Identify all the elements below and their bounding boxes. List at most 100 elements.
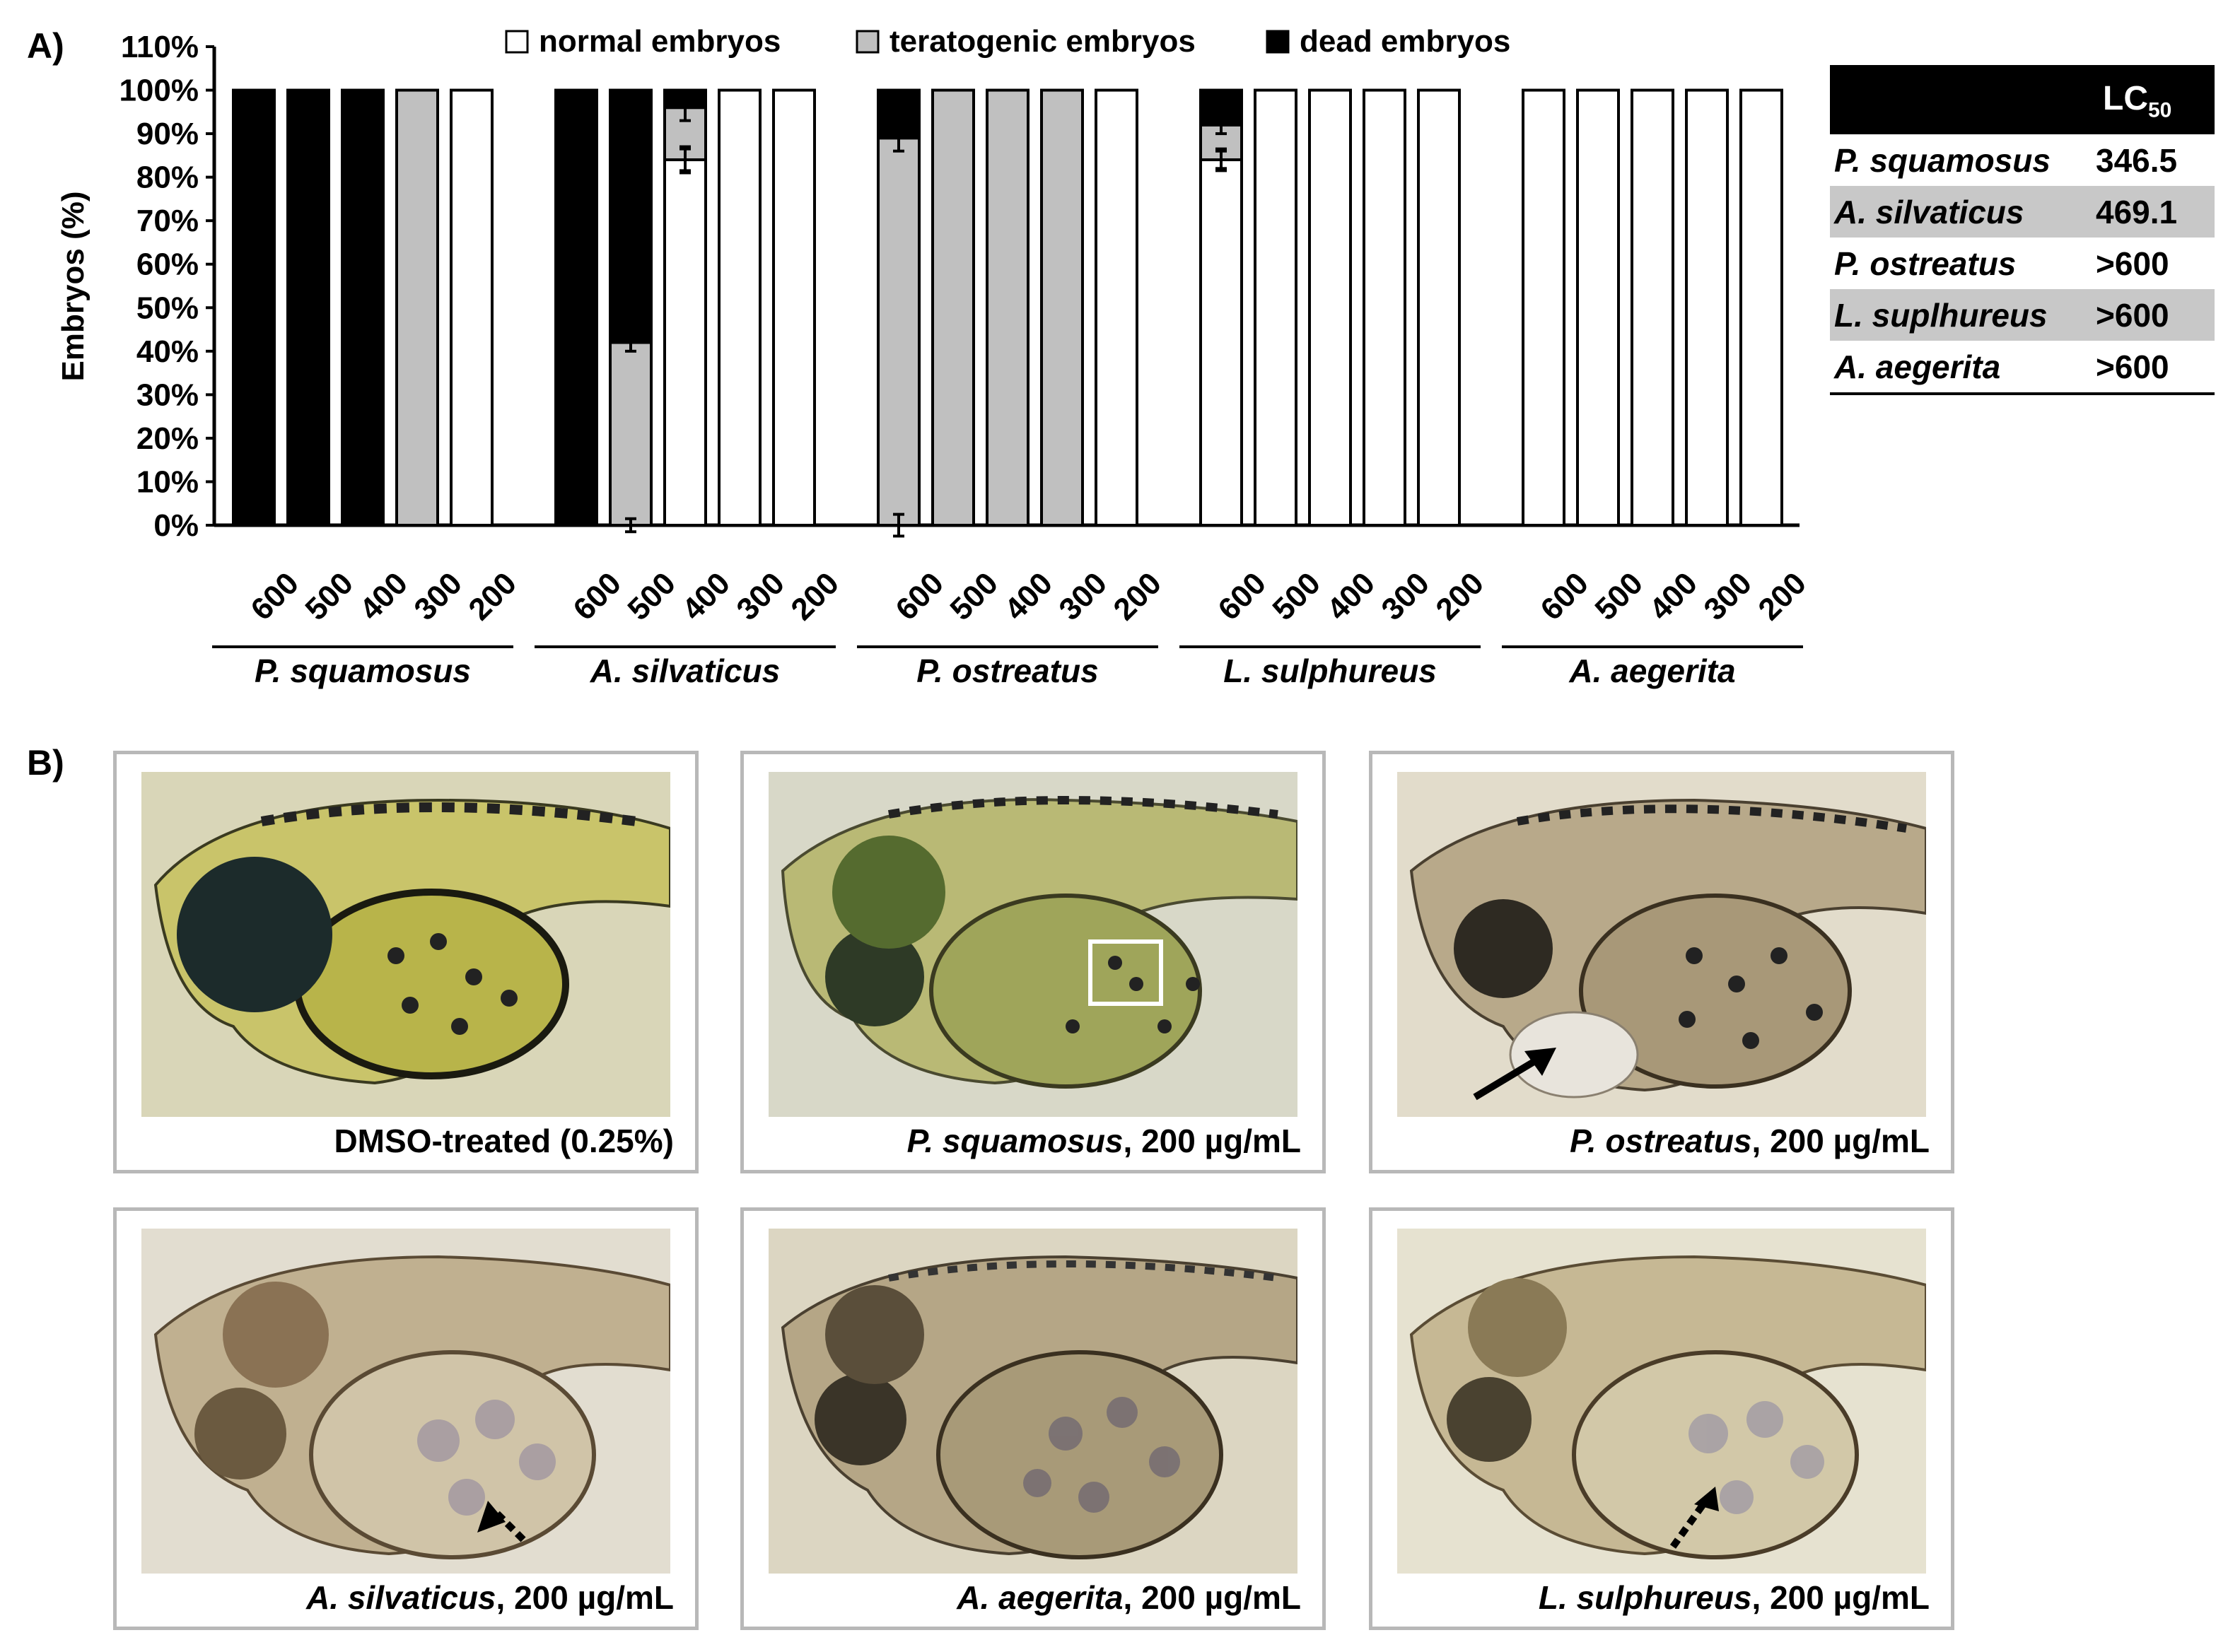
x-tick-label: 400	[1643, 566, 1704, 628]
bar-normal	[772, 88, 816, 527]
zebrafish-larva-image	[769, 772, 1297, 1117]
zebrafish-larva-image	[1397, 772, 1926, 1117]
lc50-value: >600	[2096, 245, 2169, 282]
x-tick-label: 300	[1375, 566, 1436, 628]
bar-normal	[1363, 88, 1406, 527]
zebrafish-larva-image	[769, 1229, 1297, 1574]
bar-normal	[1522, 88, 1565, 527]
bar-normal	[1308, 88, 1352, 527]
bar-teratogenic	[1040, 88, 1084, 527]
lc50-species: A. aegerita	[1834, 348, 2001, 385]
x-tick-label: 200	[784, 566, 846, 628]
panel-b-label: B)	[27, 743, 64, 783]
bar-normal	[1631, 88, 1674, 527]
bar-dead	[286, 88, 330, 527]
bar-normal	[718, 88, 762, 527]
x-tick-label: 400	[1320, 566, 1382, 628]
bar-dead	[609, 88, 653, 344]
lc50-value: 469.1	[2096, 194, 2178, 230]
y-tick-label: 80%	[136, 160, 199, 195]
x-tick-label: 400	[675, 566, 737, 628]
photo-caption: DMSO-treated (0.25%)	[334, 1123, 674, 1159]
bar-dead	[554, 88, 598, 527]
group-label: P. ostreatus	[916, 652, 1098, 689]
lc50-row: A. silvaticus 469.1	[1830, 186, 2215, 238]
y-tick-label: 30%	[136, 377, 199, 412]
lc50-row: P. squamosus 346.5	[1830, 134, 2215, 186]
lc50-header-label: LC50	[2103, 80, 2172, 122]
photo-panel-a-aegerita: A. aegerita, 200 µg/mL	[740, 1207, 1326, 1630]
bar-normal	[450, 88, 494, 527]
zebrafish-larva-image	[1397, 1229, 1926, 1574]
bar-dead	[341, 88, 385, 527]
photo-panel-p-ostreatus: P. ostreatus, 200 µg/mL	[1369, 751, 1954, 1173]
legend-swatch	[1266, 30, 1290, 54]
group-label: L. sulphureus	[1223, 652, 1437, 689]
y-tick-label: 100%	[119, 74, 199, 108]
bar-normal	[1199, 158, 1243, 527]
photo-caption: A. aegerita, 200 µg/mL	[957, 1579, 1301, 1616]
x-tick-label: 600	[1534, 566, 1595, 628]
photo-caption: P. ostreatus, 200 µg/mL	[1570, 1123, 1930, 1159]
panel-a-label: A)	[27, 26, 64, 66]
photo-panel-dmso: DMSO-treated (0.25%)	[113, 751, 699, 1173]
stacked-bar-chart: 0% 10% 20% 30% 40% 50% 60% 70% 80% 90% 100% 110% Emb…	[56, 24, 1813, 689]
legend-label: teratogenic embryos	[890, 24, 1196, 59]
x-tick-label: 500	[943, 566, 1005, 628]
x-tick-label: 500	[1588, 566, 1650, 628]
x-tick-label: 300	[1697, 566, 1759, 628]
bar-normal	[1576, 88, 1620, 527]
x-tick-label: 400	[998, 566, 1059, 628]
lc50-value: >600	[2096, 297, 2169, 334]
bar-teratogenic	[395, 88, 439, 527]
x-tick-label: 200	[1751, 566, 1813, 628]
x-tick-label: 200	[462, 566, 523, 628]
x-tick-label: 600	[1211, 566, 1273, 628]
bar-teratogenic	[931, 88, 975, 527]
y-tick-label: 90%	[136, 117, 199, 151]
photo-caption: A. silvaticus, 200 µg/mL	[306, 1579, 674, 1616]
x-tick-label: 500	[1266, 566, 1327, 628]
photo-caption: P. squamosus, 200 µg/mL	[906, 1123, 1301, 1159]
group-label: P. squamosus	[255, 652, 471, 689]
lc50-bottom-rule	[1830, 392, 2215, 395]
x-tick-label: 300	[1052, 566, 1114, 628]
lc50-row: P. ostreatus >600	[1830, 238, 2215, 289]
photo-panel-a-silvaticus: A. silvaticus, 200 µg/mL	[113, 1207, 699, 1630]
x-tick-label: 600	[244, 566, 305, 628]
x-tick-label: 500	[621, 566, 682, 628]
y-tick-label: 70%	[136, 204, 199, 238]
photo-panel-p-squamosus: P. squamosus, 200 µg/mL	[740, 751, 1326, 1173]
legend-label: normal embryos	[539, 24, 781, 59]
bar-normal	[1254, 88, 1297, 527]
x-tick-label: 200	[1429, 566, 1491, 628]
lc50-row: A. aegerita >600	[1830, 341, 2215, 392]
legend-swatch	[505, 30, 529, 54]
zebrafish-larva-image	[141, 772, 670, 1117]
x-tick-label: 600	[889, 566, 950, 628]
lc50-species: L. suplhureus	[1834, 297, 2048, 334]
y-tick-label: 10%	[136, 464, 199, 499]
bar-normal	[663, 158, 707, 527]
y-tick-label: 20%	[136, 421, 199, 456]
lc50-row: L. suplhureus >600	[1830, 289, 2215, 341]
y-tick-label: 40%	[136, 334, 199, 369]
lc50-species: A. silvaticus	[1834, 194, 2024, 230]
bar-teratogenic	[986, 88, 1030, 527]
x-tick-label: 300	[407, 566, 469, 628]
group-label: A. silvaticus	[590, 652, 780, 689]
group-label: A. aegerita	[1568, 652, 1735, 689]
y-tick-label: 60%	[136, 247, 199, 282]
bar-teratogenic	[609, 341, 653, 527]
y-tick-label: 0%	[153, 508, 199, 543]
x-tick-label: 300	[730, 566, 791, 628]
y-tick-label: 50%	[136, 291, 199, 325]
bar-normal	[1685, 88, 1729, 527]
lc50-header: LC50	[1830, 65, 2215, 134]
bar-normal	[1417, 88, 1461, 527]
legend-swatch	[856, 30, 880, 54]
x-tick-label: 600	[566, 566, 628, 628]
lc50-value: >600	[2096, 348, 2169, 385]
x-tick-label: 400	[353, 566, 414, 628]
